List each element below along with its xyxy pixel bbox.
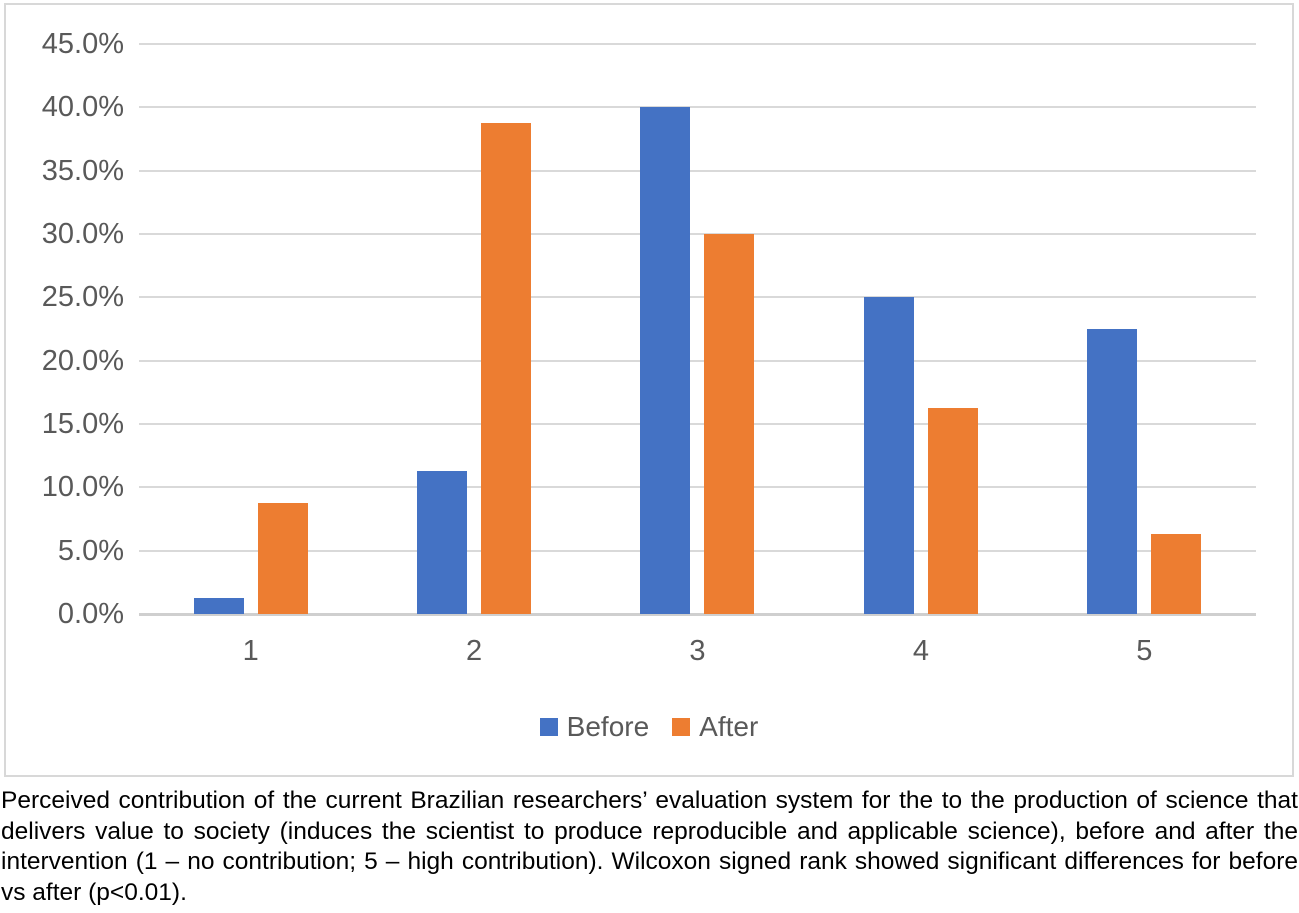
bar-after-5: [1151, 534, 1202, 614]
y-tick-label: 20.0%: [41, 344, 124, 377]
bar-chart-figure: 45.0% 40.0% 35.0% 30.0% 25.0% 20.0% 15.0% 10.0%…: [4, 3, 1294, 777]
legend: Before After: [6, 711, 1292, 743]
gridline: [139, 423, 1256, 425]
y-tick-label: 45.0%: [41, 28, 124, 60]
x-tick-label: 4: [912, 635, 929, 667]
gridline: [139, 43, 1256, 45]
y-tick-label: 15.0%: [41, 408, 124, 440]
bar-group-5: [1033, 44, 1256, 614]
bar-group-4: [809, 44, 1032, 614]
gridline: [139, 296, 1256, 299]
y-axis-tick-labels: 45.0% 40.0% 35.0% 30.0% 25.0% 20.0% 15.0% 10.0%…: [6, 29, 124, 629]
x-tick-label: 5: [1136, 635, 1153, 667]
legend-item-before: Before: [539, 711, 650, 743]
legend-swatch-after-icon: [672, 718, 691, 736]
bar-group-2: [362, 44, 585, 614]
legend-label-before: Before: [566, 711, 650, 742]
gridline: [139, 486, 1256, 489]
bar-after-1: [257, 502, 308, 614]
gridline: [139, 233, 1256, 235]
bar-before-1: [193, 597, 244, 614]
y-tick-label: 25.0%: [41, 281, 124, 314]
gridline: [139, 359, 1256, 362]
bar-before-3: [640, 107, 691, 614]
y-tick-label: 5.0%: [57, 534, 124, 567]
plot-area: [139, 43, 1256, 616]
bar-group-3: [586, 44, 809, 614]
gridline: [139, 549, 1256, 552]
bar-before-2: [417, 470, 468, 614]
bar-before-5: [1087, 329, 1138, 614]
x-tick-label: 2: [466, 635, 483, 667]
y-tick-label: 0.0%: [57, 598, 124, 630]
figure-caption: Perceived contribution of the current Br…: [1, 787, 1298, 906]
x-axis-tick-labels: 1 2 3 4 5: [139, 635, 1256, 675]
y-tick-label: 35.0%: [41, 154, 124, 187]
y-tick-label: 40.0%: [41, 91, 124, 124]
y-tick-label: 30.0%: [41, 218, 124, 250]
bar-group-1: [139, 44, 362, 614]
gridline: [139, 169, 1256, 172]
legend-label-after: After: [699, 711, 759, 742]
legend-item-after: After: [672, 711, 758, 743]
y-tick-label: 10.0%: [41, 471, 124, 504]
gridline: [139, 106, 1256, 109]
x-tick-label: 1: [242, 635, 259, 667]
x-tick-label: 3: [689, 635, 706, 667]
x-axis-line: [139, 613, 1256, 616]
legend-swatch-before-icon: [539, 718, 558, 736]
bar-after-4: [927, 407, 978, 614]
bar-before-4: [863, 297, 914, 614]
bar-after-3: [704, 234, 755, 614]
bar-after-2: [481, 122, 532, 614]
